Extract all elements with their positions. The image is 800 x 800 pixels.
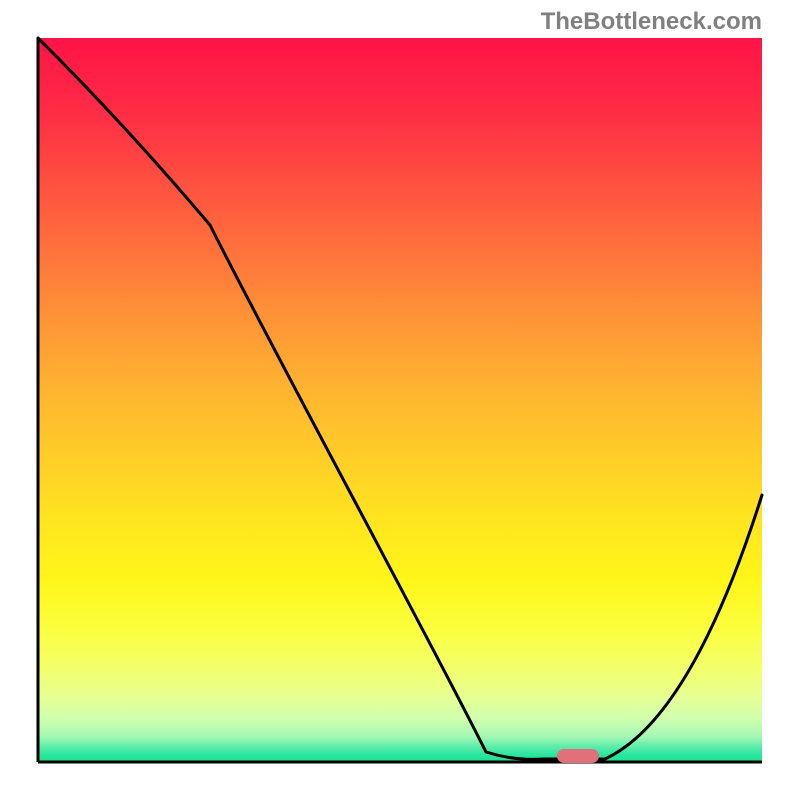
bottleneck-chart: TheBottleneck.com (0, 0, 800, 800)
chart-canvas (0, 0, 800, 800)
gradient-background (38, 38, 762, 762)
optimal-marker (557, 749, 599, 763)
